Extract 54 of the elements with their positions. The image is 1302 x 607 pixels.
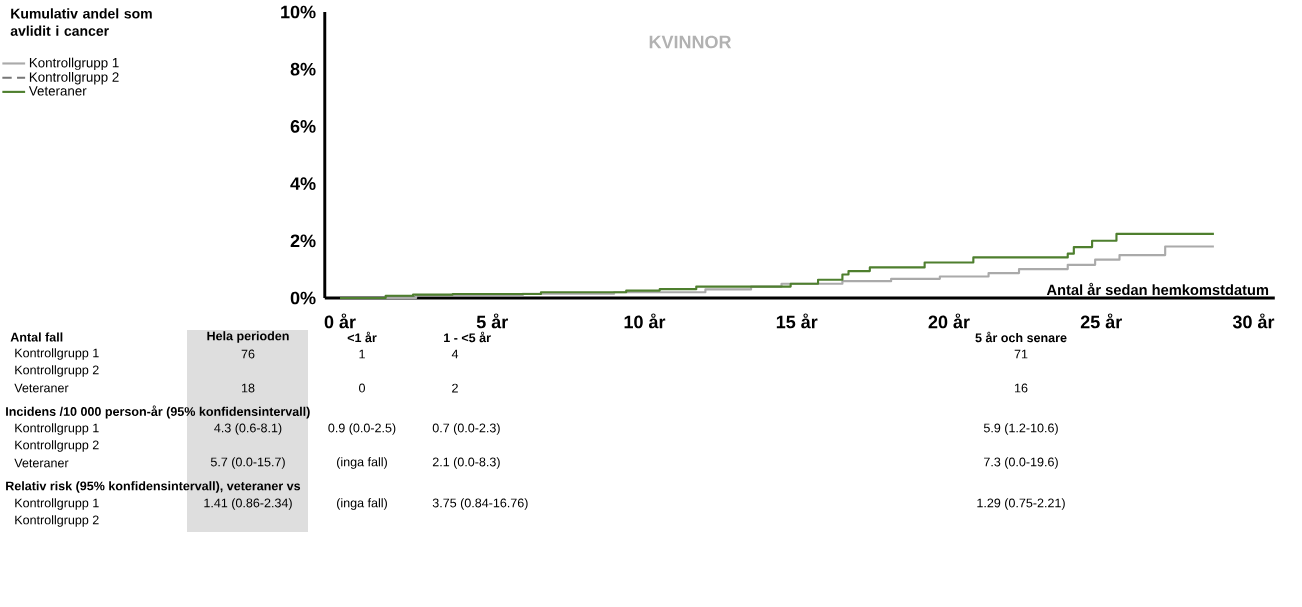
text: Kontrollgrupp 2 bbox=[15, 515, 99, 527]
y-tick-label: 0% bbox=[290, 291, 316, 305]
x-tick-label: 25 år bbox=[1080, 313, 1122, 329]
legend-label: Kontrollgrupp 1 bbox=[29, 57, 119, 71]
x-axis-title: Antal år sedan hemkomstdatum bbox=[1046, 282, 1269, 296]
x-tick-label: 15 år bbox=[776, 313, 818, 329]
text: Relativ risk (95% konfidensintervall), veteraner vs bbox=[6, 481, 301, 493]
text: Kontrollgrupp 2 bbox=[15, 365, 99, 377]
text: 18 bbox=[242, 383, 255, 393]
text: 1 bbox=[359, 349, 365, 359]
text: 0.9 (0.0-2.5) bbox=[328, 423, 396, 435]
text: 71 bbox=[1014, 349, 1028, 359]
text: 1 - <5 år bbox=[444, 331, 491, 343]
x-tick-label: 5 år bbox=[476, 313, 508, 329]
text: KVINNOR bbox=[649, 35, 732, 49]
text: 0 bbox=[359, 383, 365, 393]
text: (inga fall) bbox=[337, 457, 387, 469]
text: 4.3 (0.6-8.1) bbox=[214, 423, 282, 435]
text: 0.7 (0.0-2.3) bbox=[432, 423, 500, 435]
x-tick-label: 10 år bbox=[624, 313, 666, 329]
x-tick-label: 0 år bbox=[324, 313, 356, 329]
text: 1.29 (0.75-2.21) bbox=[977, 498, 1065, 510]
y-tick-label: 6% bbox=[290, 120, 316, 133]
text: 2 bbox=[452, 383, 458, 393]
text: 5.9 (1.2-10.6) bbox=[983, 423, 1058, 435]
text: Veteraner bbox=[14, 458, 69, 468]
text: 5.7 (0.0-15.7) bbox=[210, 457, 285, 469]
y-tick-label: 10% bbox=[281, 5, 316, 19]
x-tick-label: 20 år bbox=[928, 313, 970, 329]
text: 7.3 (0.0-19.6) bbox=[984, 457, 1058, 469]
y-tick-label: 2% bbox=[290, 234, 316, 248]
text: 16 bbox=[1015, 383, 1028, 393]
x-tick-label: 30 år bbox=[1232, 313, 1275, 329]
text: Kontrollgrupp 1 bbox=[15, 423, 99, 435]
text: 2.1 (0.0-8.3) bbox=[432, 457, 500, 469]
text: 4 bbox=[451, 349, 459, 359]
text: 1.41 (0.86-2.34) bbox=[204, 498, 292, 510]
text: Kumulativ andel som avlidit i cancer bbox=[10, 8, 152, 36]
text: Incidens /10 000 person-år (95% konfidensintervall) bbox=[6, 405, 310, 419]
text: Hela perioden bbox=[207, 331, 289, 343]
legend-label: Kontrollgrupp 2 bbox=[29, 71, 119, 85]
text: Kontrollgrupp 2 bbox=[15, 440, 99, 452]
text: 5 år och senare bbox=[975, 331, 1067, 343]
text: Antal fall bbox=[10, 332, 63, 342]
y-tick-label: 8% bbox=[290, 62, 316, 76]
text: 76 bbox=[241, 349, 255, 359]
y-tick-label: 4% bbox=[290, 177, 316, 190]
text: Veteraner bbox=[14, 383, 69, 393]
legend-label: Veteraner bbox=[28, 86, 87, 96]
text: Kontrollgrupp 1 bbox=[15, 498, 99, 510]
text: <1 år bbox=[347, 331, 377, 343]
text: (inga fall) bbox=[337, 498, 387, 510]
text: 3.75 (0.84-16.76) bbox=[432, 498, 528, 510]
text: Kontrollgrupp 1 bbox=[15, 348, 99, 360]
